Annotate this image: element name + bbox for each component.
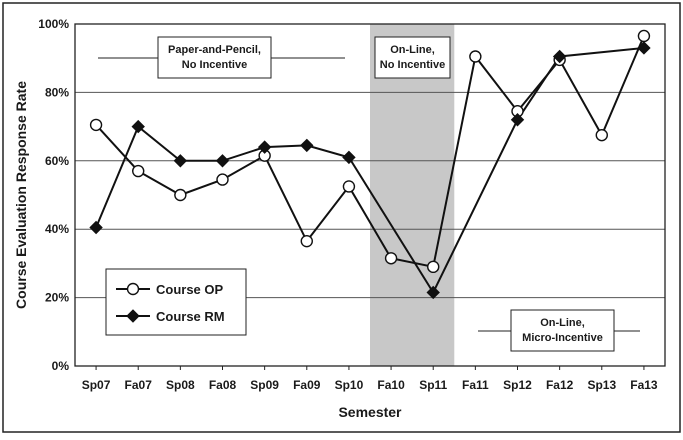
legend-box — [105, 268, 247, 336]
course-op-point — [384, 252, 398, 265]
annotation-text: No Incentive — [380, 59, 445, 71]
x-tick-label: Fa13 — [630, 378, 658, 392]
annotation-box — [374, 36, 451, 79]
y-tick-label: 80% — [45, 85, 69, 99]
course-rm-point — [426, 285, 440, 300]
course-rm-point — [131, 119, 145, 134]
x-tick-label: Sp12 — [503, 378, 532, 392]
course-rm-point — [173, 154, 188, 168]
y-tick-label: 40% — [45, 222, 69, 236]
x-tick-label: Fa11 — [462, 378, 489, 392]
annotation-text: On-Line, — [540, 317, 585, 329]
annotation-box — [510, 309, 615, 352]
course-rm-point — [89, 220, 103, 235]
legend-swatch-marker — [126, 309, 140, 323]
course-op-point — [174, 188, 187, 202]
x-tick-label: Fa10 — [377, 378, 405, 392]
plot-frame — [74, 23, 666, 367]
x-tick-label: Fa08 — [209, 378, 237, 392]
annotation-text: On-Line, — [390, 44, 435, 56]
course-op-point — [132, 164, 145, 178]
course-op-point — [89, 118, 103, 132]
annotation-text: No Incentive — [182, 59, 247, 71]
course-rm-point — [637, 41, 651, 55]
annotation-box — [157, 36, 272, 79]
course-op-point — [300, 234, 313, 248]
x-tick-label: Fa09 — [293, 378, 321, 392]
course-rm-point — [552, 49, 567, 64]
y-tick-label: 60% — [45, 154, 69, 168]
course-rm-point — [215, 154, 230, 168]
y-tick-label: 20% — [45, 291, 69, 305]
x-tick-label: Sp07 — [82, 378, 111, 392]
annotation-text: Micro-Incentive — [522, 332, 603, 344]
y-tick-label: 100% — [38, 17, 69, 31]
legend-label-course-op: Course OP — [156, 282, 224, 297]
outer-border — [2, 2, 681, 433]
course-op-point — [427, 260, 440, 274]
y-tick-label: 0% — [52, 359, 70, 373]
course-op-point — [637, 29, 651, 43]
x-tick-label: Sp09 — [250, 378, 279, 392]
x-tick-label: Fa07 — [125, 378, 153, 392]
y-axis-title: Course Evaluation Response Rate — [13, 81, 29, 309]
course-rm-point — [300, 138, 314, 153]
course-rm-point — [510, 113, 525, 127]
x-tick-label: Sp11 — [419, 378, 447, 392]
course-op-point — [469, 50, 482, 63]
course-op-point — [216, 173, 229, 186]
x-axis-title: Semester — [338, 404, 402, 420]
annotation-text: Paper-and-Pencil, — [168, 44, 261, 56]
course-rm-point — [342, 150, 356, 165]
course-op-point — [342, 180, 356, 193]
course-op-point — [595, 128, 608, 142]
x-tick-label: Sp08 — [166, 378, 195, 392]
course-rm-point — [257, 140, 272, 154]
legend-label-course-rm: Course RM — [156, 309, 225, 324]
x-tick-label: Sp10 — [335, 378, 364, 392]
x-tick-label: Sp13 — [587, 378, 616, 392]
shaded-period — [370, 24, 455, 366]
x-tick-label: Fa12 — [546, 378, 574, 392]
legend-swatch-marker — [126, 282, 140, 296]
